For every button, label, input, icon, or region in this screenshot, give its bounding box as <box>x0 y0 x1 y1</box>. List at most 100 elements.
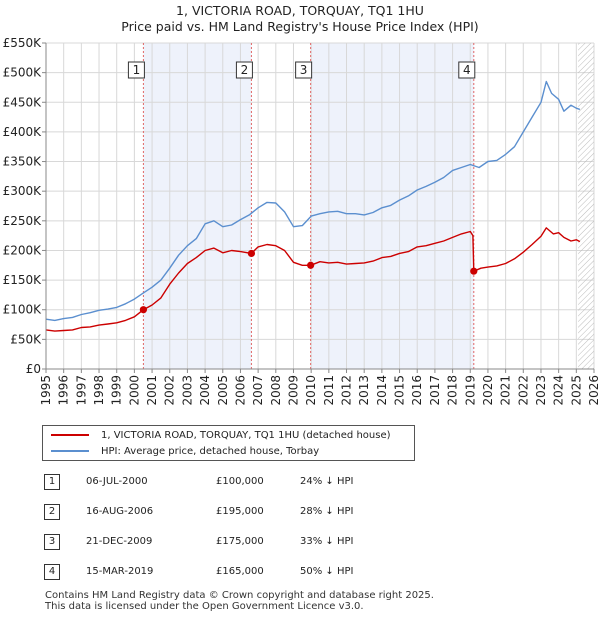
sale-point <box>307 261 315 269</box>
x-tick-label: 2016 <box>410 375 424 406</box>
y-tick-label: £350K <box>3 155 43 169</box>
x-tick-label: 2014 <box>375 375 389 406</box>
sale-date: 21-DEC-2009 <box>86 536 153 547</box>
sale-number-badge: 3 <box>44 534 60 550</box>
legend-swatch-property <box>51 434 89 436</box>
sale-marker-number: 1 <box>133 63 141 77</box>
x-tick-label: 2021 <box>499 375 513 406</box>
x-tick-label: 1997 <box>74 375 88 406</box>
sale-hpi-diff: 33% ↓ HPI <box>300 536 354 547</box>
x-tick-label: 2001 <box>145 375 159 406</box>
x-tick-label: 2003 <box>180 375 194 406</box>
chart-title-line-2: Price paid vs. HM Land Registry's House … <box>121 19 479 34</box>
x-tick-label: 2005 <box>216 375 230 406</box>
x-tick-label: 2015 <box>393 375 407 406</box>
sale-row: 2 16-AUG-2006 £195,000 28% ↓ HPI <box>42 502 402 522</box>
x-tick-label: 2011 <box>322 375 336 406</box>
sale-number-badge: 4 <box>44 564 60 580</box>
sale-hpi-diff: 50% ↓ HPI <box>300 566 354 577</box>
legend-label-hpi: HPI: Average price, detached house, Torb… <box>101 446 320 457</box>
x-tick-label: 2024 <box>552 375 566 406</box>
sale-number-badge: 2 <box>44 504 60 520</box>
sale-marker-box <box>127 61 145 79</box>
future-hatch-area <box>578 43 594 369</box>
legend-item-hpi: HPI: Average price, detached house, Torb… <box>51 444 319 460</box>
shaded-period <box>143 43 252 369</box>
legend: 1, VICTORIA ROAD, TORQUAY, TQ1 1HU (deta… <box>42 425 415 461</box>
x-tick-label: 1998 <box>92 375 106 406</box>
x-tick-label: 2007 <box>251 375 265 406</box>
y-axis-ticks: £0 £50K £100K £150K £200K £250K £300K £350K £400… <box>3 36 46 376</box>
x-tick-label: 2013 <box>357 375 371 406</box>
y-tick-label: £400K <box>3 125 43 139</box>
sale-marker-box <box>458 61 476 79</box>
price-chart: 1 2 3 4 £0 £50K £100K £150K £200K £250K £300K £350… <box>3 36 600 406</box>
x-axis-ticks: 1995 1996 1997 1998 1999 2000 2001 2002 2003 2004… <box>39 369 600 406</box>
y-tick-label: £0 <box>26 362 41 376</box>
x-tick-label: 2020 <box>481 375 495 406</box>
sale-points <box>139 249 478 314</box>
sale-row: 4 15-MAR-2019 £165,000 50% ↓ HPI <box>42 562 402 582</box>
sale-hpi-diff: 24% ↓ HPI <box>300 476 354 487</box>
sale-marker-box <box>235 61 253 79</box>
x-tick-label: 2019 <box>463 375 477 406</box>
x-tick-label: 2009 <box>286 375 300 406</box>
sale-row: 1 06-JUL-2000 £100,000 24% ↓ HPI <box>42 472 402 492</box>
x-tick-label: 2008 <box>269 375 283 406</box>
y-tick-label: £100K <box>3 303 43 317</box>
sale-date: 15-MAR-2019 <box>86 566 154 577</box>
y-tick-label: £150K <box>3 273 43 287</box>
future-hatch <box>578 43 594 369</box>
sale-price: £175,000 <box>216 536 264 547</box>
legend-swatch-hpi <box>51 450 89 452</box>
x-tick-label: 2002 <box>163 375 177 406</box>
chart-title-line-1: 1, VICTORIA ROAD, TORQUAY, TQ1 1HU <box>176 3 424 18</box>
x-tick-label: 2000 <box>127 375 141 406</box>
sale-marker-number: 4 <box>463 63 471 77</box>
y-tick-label: £250K <box>3 214 43 228</box>
shaded-period <box>310 43 474 369</box>
sale-date: 06-JUL-2000 <box>86 476 148 487</box>
legend-label-property: 1, VICTORIA ROAD, TORQUAY, TQ1 1HU (deta… <box>101 430 391 441</box>
x-tick-label: 2004 <box>198 375 212 406</box>
sale-point <box>247 249 256 258</box>
chart-title: 1, VICTORIA ROAD, TORQUAY, TQ1 1HU Price… <box>0 3 600 35</box>
x-tick-label: 1999 <box>110 375 124 406</box>
footer-line-2: This data is licensed under the Open Gov… <box>45 601 364 612</box>
y-tick-label: £50K <box>10 332 42 346</box>
sale-marker-number: 2 <box>241 63 249 77</box>
x-tick-label: 2006 <box>233 375 247 406</box>
x-tick-label: 1996 <box>57 375 71 406</box>
y-tick-label: £450K <box>3 95 43 109</box>
sale-number-badge: 1 <box>44 474 60 490</box>
legend-item-property: 1, VICTORIA ROAD, TORQUAY, TQ1 1HU (deta… <box>51 428 391 444</box>
y-tick-label: £200K <box>3 243 43 257</box>
hpi-line <box>45 80 581 322</box>
sale-date: 16-AUG-2006 <box>86 506 154 517</box>
x-tick-label: 2010 <box>304 375 318 406</box>
x-tick-label: 2012 <box>340 375 354 406</box>
x-tick-label: 2023 <box>534 375 548 406</box>
x-tick-label: 2018 <box>446 375 460 406</box>
y-tick-label: £300K <box>3 184 43 198</box>
x-tick-label: 2025 <box>569 375 583 406</box>
x-tick-label: 2026 <box>587 375 600 406</box>
sale-point <box>470 267 478 275</box>
sale-hpi-diff: 28% ↓ HPI <box>300 506 354 517</box>
axes <box>45 43 594 370</box>
x-tick-label: 2017 <box>428 375 442 406</box>
y-tick-label: £500K <box>3 66 43 80</box>
shaded-periods <box>143 43 474 369</box>
sale-marker-labels: 1 2 3 4 <box>127 61 476 79</box>
grid-lines <box>45 42 595 370</box>
sale-price: £100,000 <box>216 476 264 487</box>
y-tick-label: £550K <box>3 36 43 50</box>
sale-marker-number: 3 <box>300 63 308 77</box>
sale-row: 3 21-DEC-2009 £175,000 33% ↓ HPI <box>42 532 402 552</box>
sale-price: £195,000 <box>216 506 264 517</box>
sale-price: £165,000 <box>216 566 264 577</box>
x-tick-label: 1995 <box>39 375 53 406</box>
sale-marker-box <box>295 61 313 79</box>
footer-attribution: Contains HM Land Registry data © Crown c… <box>45 590 434 612</box>
sale-point <box>139 306 148 314</box>
